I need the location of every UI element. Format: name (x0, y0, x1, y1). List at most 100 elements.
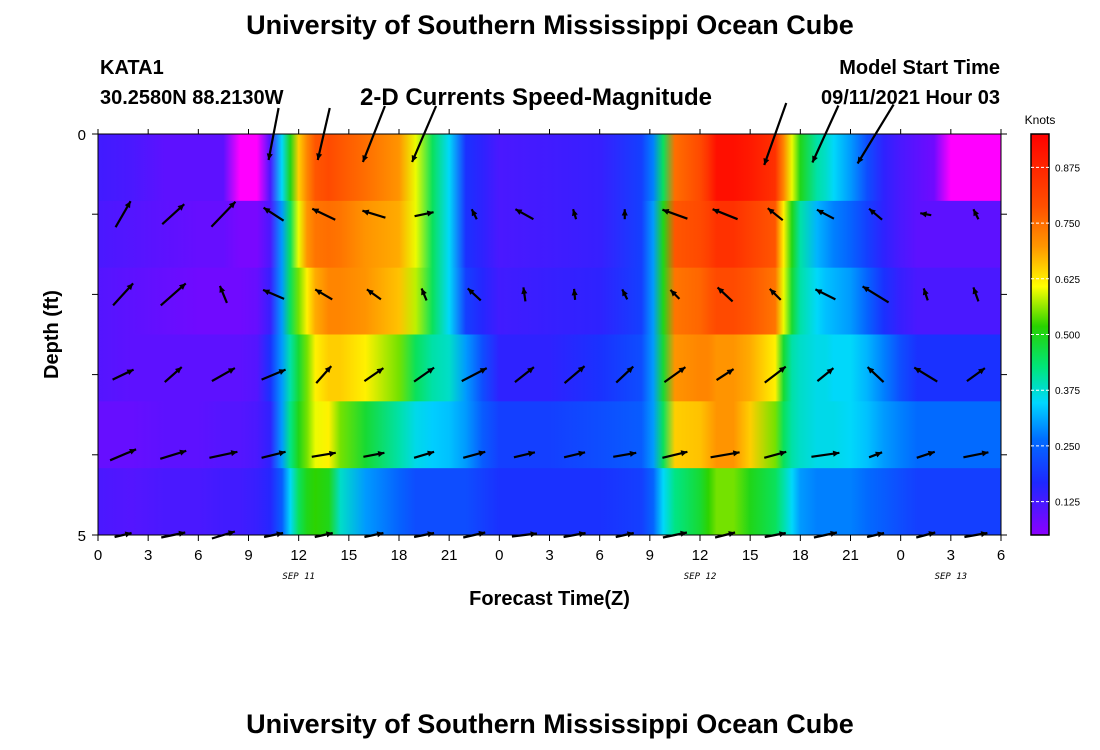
heatmap-area (98, 134, 1001, 536)
vector-arrowhead (478, 450, 486, 457)
vector-arrowhead (922, 288, 929, 296)
vector-arrowhead (276, 531, 284, 538)
chart-title: 2-D Currents Speed-Magnitude (360, 84, 713, 111)
vector-arrowhead (578, 450, 586, 457)
vector-arrowhead (521, 287, 528, 295)
x-axis-label: Forecast Time(Z) (469, 588, 630, 610)
vector-arrowhead (515, 209, 523, 215)
vector-arrowhead (266, 153, 273, 160)
vector-arrowhead (778, 366, 786, 373)
vector-arrowhead (362, 155, 369, 162)
vector-arrowhead (869, 208, 876, 216)
vector-arrowhead (927, 450, 935, 457)
x-tick-label: 9 (646, 547, 654, 564)
x-tick-label: 6 (194, 547, 202, 564)
colorbar-tick-label: 0.750 (1055, 219, 1080, 230)
vector-arrowhead (325, 531, 333, 538)
vector-arrowhead (427, 450, 435, 457)
date-label: SEP 12 (684, 572, 717, 582)
vector-arrowhead (219, 285, 226, 293)
vector-arrowhead (366, 289, 374, 296)
station-id: KATA1 (100, 57, 164, 79)
vector-arrowhead (712, 208, 720, 215)
vector-arrowhead (129, 448, 137, 455)
vector-arrowhead (329, 450, 336, 457)
vector-arrowhead (312, 208, 320, 215)
vector-arrowhead (857, 156, 864, 164)
page-title: University of Southern Mississippi Ocean… (246, 10, 854, 40)
vector-arrowhead (914, 367, 922, 374)
vector-arrowhead (678, 367, 686, 374)
vector-arrowhead (662, 208, 670, 215)
footer-title: University of Southern Mississippi Ocean… (246, 709, 854, 739)
colorbar: 0.875 0.750 0.625 0.500 0.375 0.250 0.125 (1030, 133, 1080, 536)
vector-arrowhead (621, 209, 628, 216)
vector-arrowhead (626, 531, 634, 538)
y-tick-label: 5 (78, 528, 86, 545)
vector-arrowhead (376, 368, 384, 375)
x-tick-label: 0 (495, 547, 503, 564)
colorbar-tick-label: 0.500 (1055, 331, 1080, 342)
vector-arrowhead (832, 450, 840, 457)
vector-arrowhead (867, 367, 875, 374)
vector-arrowhead (571, 209, 578, 217)
vector-arrowhead (124, 201, 131, 209)
vector-arrowhead (467, 288, 475, 295)
vector-arrowhead (816, 209, 824, 216)
vector-arrowhead (767, 208, 775, 215)
vector-arrowhead (362, 209, 370, 216)
vector-arrowhead (732, 450, 740, 457)
vector-arrowhead (316, 153, 323, 160)
x-tick-label: 6 (595, 547, 603, 564)
vector-arrowhead (862, 286, 870, 293)
x-tick-label: 12 (290, 547, 307, 564)
heatmap-band (98, 200, 1001, 269)
heatmap-band (98, 468, 1001, 536)
vector-arrowhead (726, 369, 734, 376)
vector-arrowhead (377, 450, 385, 457)
vector-arrowhead (769, 288, 777, 296)
x-tick-label: 15 (340, 547, 357, 564)
vector-arrowhead (779, 450, 787, 457)
vector-arrowhead (421, 288, 427, 296)
vector-arrowhead (177, 204, 185, 211)
heatmap-band (98, 134, 1001, 202)
x-tick-label: 0 (896, 547, 904, 564)
model-start-label: Model Start Time (839, 57, 1000, 79)
x-tick-label: 9 (244, 547, 252, 564)
vector-arrowhead (126, 369, 134, 376)
vector-arrowhead (728, 531, 736, 537)
vector-arrowhead (324, 366, 332, 373)
colorbar-tick-label: 0.125 (1055, 498, 1080, 509)
x-tick-label: 3 (947, 547, 955, 564)
vector-arrowhead (530, 531, 537, 538)
vector-arrowhead (629, 450, 637, 457)
vector-arrowhead (263, 207, 271, 214)
vector-arrowhead (981, 450, 989, 457)
vector-arrowhead (426, 210, 434, 217)
vector-arrowhead (877, 531, 885, 538)
vector-arrowhead (577, 366, 585, 373)
x-tick-label: 18 (792, 547, 809, 564)
vector-arrowhead (376, 531, 384, 538)
x-tick-label: 15 (742, 547, 759, 564)
vector-arrowhead (763, 158, 770, 165)
vector-arrowhead (411, 155, 418, 162)
vector-arrowhead (622, 289, 628, 297)
axes: 0 3 6 9 12 15 18 21 0 3 6 9 12 15 18 21 0 3 6 SEP 11 SEP 12 S… (78, 127, 1007, 582)
x-tick-label: 21 (842, 547, 859, 564)
model-start-value: 09/11/2021 Hour 03 (820, 87, 1000, 109)
colorbar-unit: Knots (1025, 113, 1056, 127)
vector-arrowhead (778, 531, 786, 538)
x-tick-label: 21 (441, 547, 458, 564)
vector-arrowhead (479, 368, 487, 374)
heatmap-band (98, 334, 1001, 402)
x-tick-label: 0 (94, 547, 102, 564)
vector-arrowhead (427, 367, 435, 374)
vector-arrowhead (126, 283, 134, 291)
vector-arrowhead (920, 211, 927, 218)
vector-arrowhead (179, 283, 186, 290)
vector-arrowhead (278, 450, 286, 457)
heatmap-band (98, 401, 1001, 469)
